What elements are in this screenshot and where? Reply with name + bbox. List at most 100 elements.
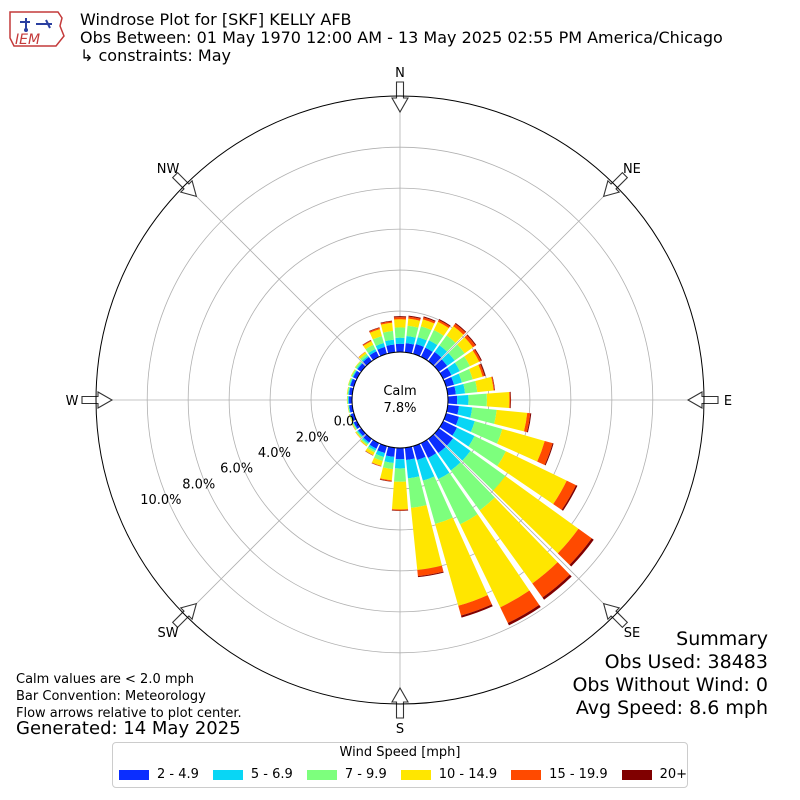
- iem-logo: IEM: [9, 11, 65, 48]
- calm-label: Calm: [383, 384, 416, 399]
- flow-arrow-nw: [171, 171, 198, 198]
- bar-segment-300-bin1: [352, 370, 357, 378]
- bar-segment-330-bin4: [362, 340, 372, 346]
- flow-arrows: [81, 81, 719, 719]
- bar-segment-50-bin5: [466, 334, 477, 346]
- bar-segment-190-bin5: [379, 479, 392, 482]
- bar-segment-90-bin5: [510, 391, 512, 409]
- bar-segment-70-bin0: [443, 376, 455, 387]
- bar-segment-60-bin2: [454, 356, 470, 372]
- bar-segment-80-bin4: [491, 376, 495, 391]
- compass-label-w: W: [66, 394, 79, 409]
- bar-segment-300-bin3: [350, 369, 356, 377]
- bar-segment-90-bin4: [509, 391, 511, 409]
- bar-segment-340-bin4: [369, 327, 380, 333]
- chart-title: Windrose Plot for [SKF] KELLY AFB: [80, 10, 352, 29]
- logo-text: IEM: [15, 32, 40, 48]
- bar-segment-30-bin4: [437, 319, 451, 329]
- legend-label: 2 - 4.9: [157, 767, 199, 782]
- bar-segment-240-bin2: [352, 422, 357, 430]
- bar-segment-290-bin3: [347, 377, 351, 386]
- bar-segment-60-bin4: [472, 349, 482, 362]
- bar-segment-140-bin0: [428, 434, 446, 454]
- legend-item: 15 - 19.9: [511, 767, 608, 782]
- compass-label-ne: NE: [623, 162, 641, 177]
- bar-segment-280-bin1: [348, 387, 351, 395]
- summary-block: Summary Obs Used: 38483 Obs Without Wind…: [572, 628, 768, 720]
- bar-segment-40-bin3: [446, 326, 464, 343]
- chart-subtitle: Obs Between: 01 May 1970 12:00 AM - 13 M…: [80, 28, 723, 47]
- bar-segment-330-bin2: [365, 344, 376, 354]
- outer-ring: [95, 95, 705, 705]
- bar-segment-30-bin5: [438, 318, 451, 327]
- bar-segment-20-bin4: [422, 317, 436, 324]
- bar-segment-210-bin0: [369, 439, 380, 449]
- bar-segment-170-bin3: [410, 505, 442, 571]
- bar-segment-190-bin4: [379, 478, 392, 482]
- bar-segment-20-bin2: [417, 326, 432, 341]
- bar-segment-170-bin5: [417, 571, 444, 578]
- bar-segment-200-bin4: [371, 462, 382, 467]
- compass-label-e: E: [724, 394, 732, 409]
- bar-segment-80-bin2: [463, 380, 478, 394]
- bar-segment-230-bin3: [355, 431, 362, 439]
- bar-convention-note: Bar Convention: Meteorology: [16, 689, 206, 704]
- bar-segment-0-bin1: [395, 337, 405, 344]
- bar-segment-20-bin1: [415, 337, 427, 347]
- legend-label: 15 - 19.9: [549, 767, 608, 782]
- legend-swatch: [119, 769, 149, 780]
- bar-segment-340-bin0: [377, 346, 387, 357]
- bar-segment-30-bin3: [433, 321, 449, 336]
- bar-segment-30-bin0: [420, 347, 433, 361]
- bar-segment-200-bin3: [371, 457, 383, 466]
- bar-segment-70-bin3: [469, 364, 483, 380]
- bar-segment-330-bin0: [369, 351, 380, 361]
- legend-swatch: [400, 769, 431, 780]
- radial-label: 4.0%: [258, 446, 291, 461]
- bar-segment-340-bin1: [375, 342, 385, 350]
- bar-segment-160-bin4: [458, 595, 492, 616]
- bar-segment-80-bin5: [492, 376, 496, 391]
- bar-segment-170-bin1: [406, 458, 420, 479]
- bar-segment-300-bin0: [353, 370, 361, 380]
- bar-segment-130-bin2: [462, 450, 506, 491]
- bar-segment-40-bin4: [453, 323, 466, 335]
- flow-arrow-e: [686, 391, 719, 409]
- chart-constraints: ↳ constraints: May: [80, 46, 231, 65]
- angular-gridline: [184, 433, 367, 616]
- bar-segment-330-bin1: [368, 349, 377, 356]
- bar-segment-350-bin4: [380, 321, 393, 325]
- bar-segment-40-bin1: [434, 345, 448, 358]
- bar-segment-290-bin2: [348, 377, 353, 386]
- bar-segment-350-bin5: [380, 320, 393, 324]
- bar-segment-120-bin2: [468, 436, 506, 467]
- bar-segment-280-bin3: [346, 386, 349, 395]
- legend-swatch: [212, 769, 243, 780]
- bar-segment-100-bin4: [523, 412, 531, 433]
- flow-arrow-se: [602, 602, 629, 629]
- bar-segment-220-bin0: [363, 434, 372, 443]
- bar-segment-350-bin2: [382, 330, 394, 342]
- bar-segment-130-bin3: [493, 475, 579, 554]
- calm-note: Calm values are < 2.0 mph: [16, 672, 195, 687]
- compass-label-sw: SW: [158, 626, 179, 641]
- bar-segment-280-bin2: [347, 387, 350, 395]
- bar-segment-50-bin0: [434, 359, 448, 372]
- bar-segment-120-bin4: [553, 480, 576, 510]
- legend-label: 20+: [659, 767, 688, 782]
- bar-segment-100-bin3: [494, 409, 528, 432]
- bar-segment-50-bin4: [464, 335, 476, 348]
- bar-segment-180-bin0: [395, 447, 405, 460]
- bar-segment-120-bin1: [452, 427, 475, 447]
- radial-label: 2.0%: [296, 430, 329, 445]
- bar-segment-160-bin5: [461, 604, 493, 618]
- bar-segment-100-bin5: [526, 413, 532, 433]
- bar-segment-30-bin1: [425, 340, 438, 352]
- bar-segment-150-bin4: [500, 590, 540, 623]
- legend-label: 10 - 14.9: [438, 767, 498, 782]
- bar-segment-240-bin1: [353, 422, 358, 430]
- bar-segment-340-bin5: [368, 327, 380, 332]
- compass-label-s: S: [396, 722, 404, 737]
- bar-segment-160-bin0: [413, 443, 426, 460]
